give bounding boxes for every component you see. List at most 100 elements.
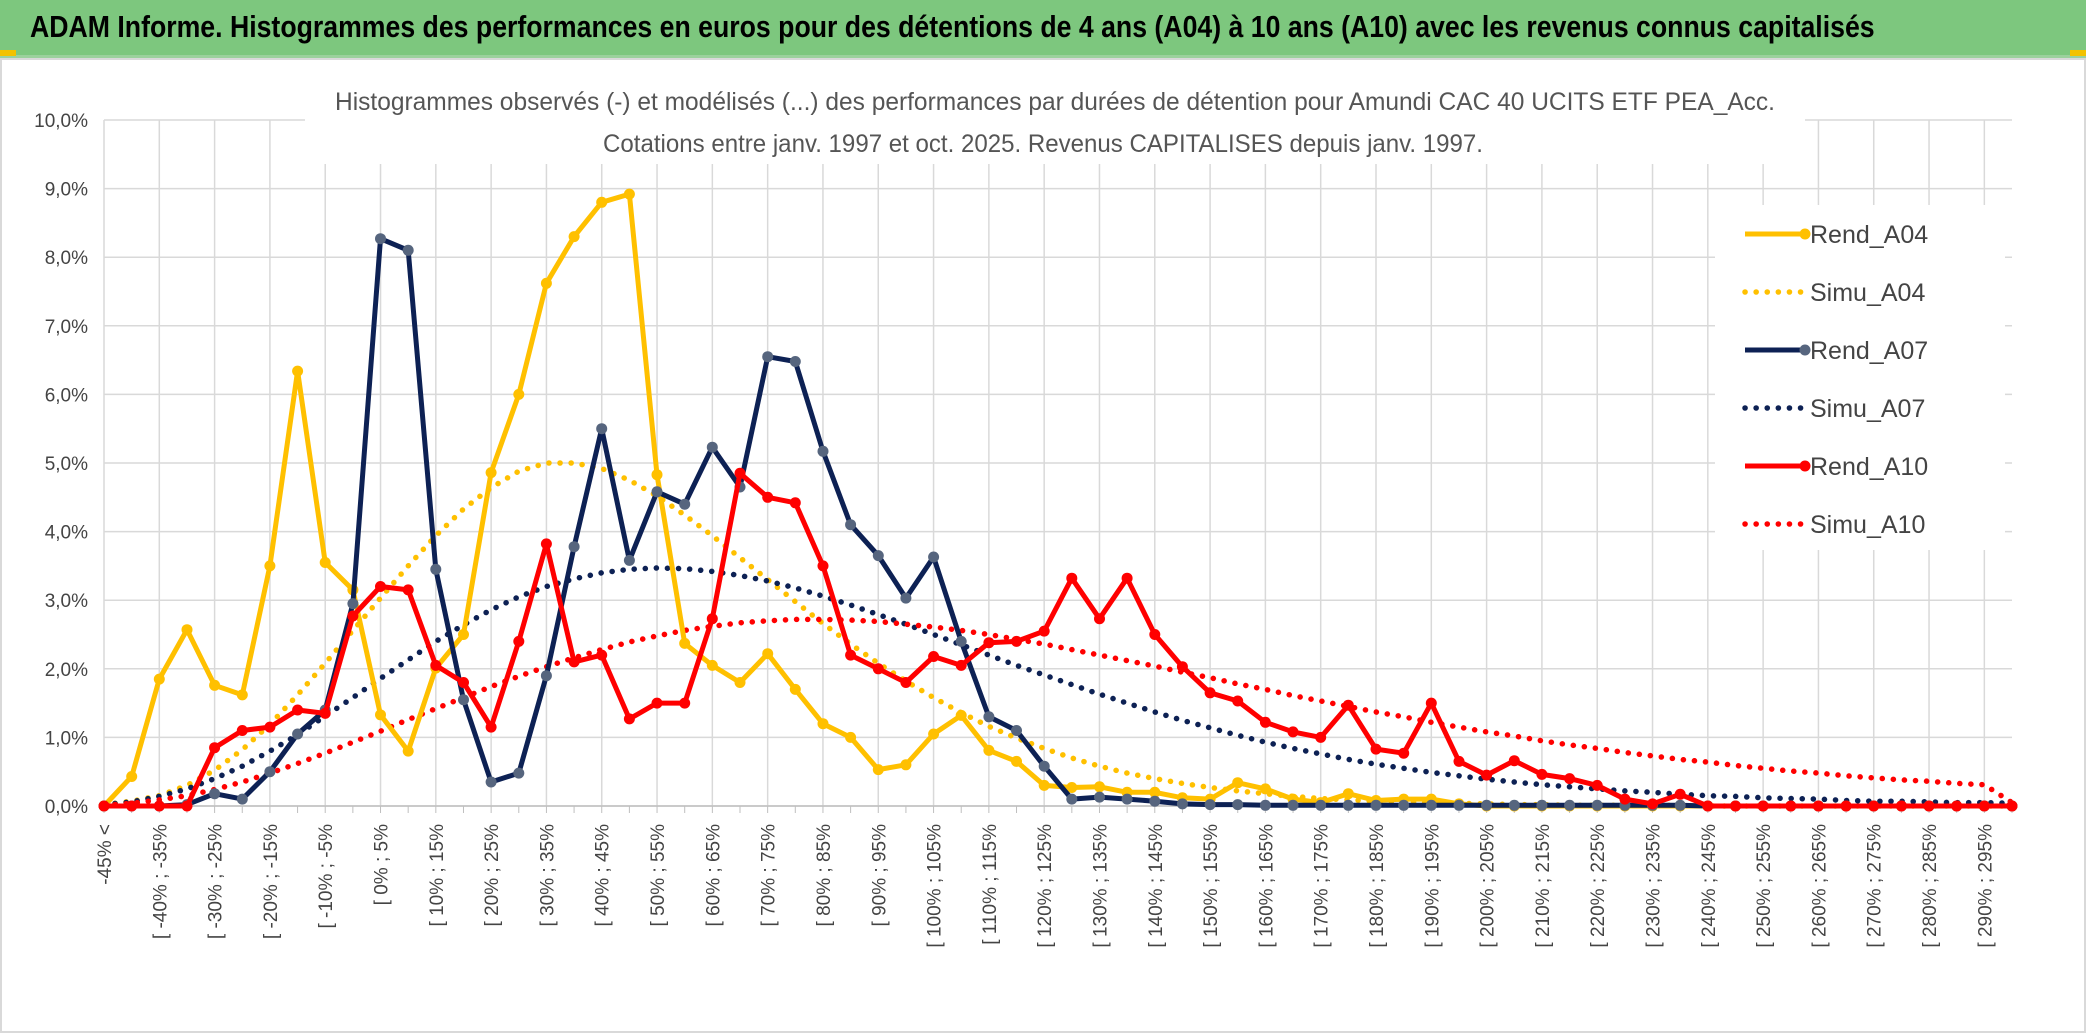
x-tick-label: [ 200% ; 205% xyxy=(1478,824,1499,948)
y-tick-label: 3,0% xyxy=(45,591,88,612)
x-tick-label: [ 240% ; 245% xyxy=(1699,824,1720,948)
data-point xyxy=(153,673,165,685)
chart-title: Histogrammes observés (-) et modélisés (… xyxy=(335,88,1775,116)
data-point xyxy=(1730,800,1741,812)
data-point xyxy=(1176,661,1188,673)
data-point xyxy=(679,637,691,649)
x-tick-label: [ 100% ; 105% xyxy=(925,824,946,948)
data-point xyxy=(983,637,995,649)
data-point xyxy=(900,592,912,604)
data-point xyxy=(1094,791,1105,803)
data-point xyxy=(402,745,414,757)
legend-marker xyxy=(1799,344,1811,356)
x-tick-label: [ 0% ; 5% xyxy=(372,824,393,905)
data-point xyxy=(181,624,193,636)
data-point xyxy=(458,694,469,706)
data-point xyxy=(955,659,967,671)
gridlines xyxy=(103,119,2013,813)
data-point xyxy=(706,659,718,671)
legend-label: Rend_A10 xyxy=(1810,453,1928,481)
data-point xyxy=(1094,781,1105,793)
legend-label: Simu_A04 xyxy=(1810,279,1925,307)
data-point xyxy=(209,742,221,754)
data-point xyxy=(1508,755,1520,767)
data-point xyxy=(1398,799,1410,811)
data-point xyxy=(319,557,331,568)
banner-corner-left xyxy=(0,50,16,56)
data-point xyxy=(375,709,386,721)
y-tick-label: 7,0% xyxy=(45,317,88,338)
legend-label: Rend_A07 xyxy=(1810,337,1928,365)
data-point xyxy=(236,793,248,805)
data-point xyxy=(292,704,304,716)
data-point xyxy=(264,766,276,778)
data-point xyxy=(1315,731,1327,743)
x-tick-label: [ -30% ; -25% xyxy=(206,824,227,939)
data-point xyxy=(540,277,552,289)
data-point xyxy=(402,244,414,256)
banner-title: ADAM Informe. Histogrammes des performan… xyxy=(30,9,1875,44)
series-Simu_A10 xyxy=(101,616,2015,809)
x-tick-label: [ 170% ; 175% xyxy=(1312,824,1333,948)
data-point xyxy=(1011,635,1022,647)
data-point xyxy=(402,584,414,596)
x-tick-label: [ 290% ; 295% xyxy=(1975,824,1996,948)
data-point xyxy=(513,767,525,779)
data-point xyxy=(789,356,801,367)
data-point xyxy=(209,788,221,800)
data-point xyxy=(1066,793,1078,805)
data-point xyxy=(1315,799,1327,811)
series-line-Rend_A10 xyxy=(104,470,2012,809)
data-point xyxy=(596,649,608,661)
x-tick-label: [ 210% ; 215% xyxy=(1533,824,1554,948)
data-point xyxy=(375,233,386,245)
x-axis-ticks: -45% < [ -40% ; -35% [ -30% ; -25% [ -20% ;… xyxy=(95,824,1996,948)
data-point xyxy=(430,659,442,671)
data-point xyxy=(1342,799,1354,811)
x-tick-label: [ 140% ; 145% xyxy=(1146,824,1167,948)
data-point xyxy=(983,744,995,756)
data-point xyxy=(1398,747,1410,759)
data-point xyxy=(1370,743,1382,755)
data-point xyxy=(1149,629,1161,640)
data-point xyxy=(292,365,304,377)
banner: ADAM Informe. Histogrammes des performan… xyxy=(0,0,2086,58)
x-tick-label: [ -10% ; -5% xyxy=(316,824,337,929)
legend-label: Simu_A07 xyxy=(1810,395,1925,423)
legend-item-Rend_A10: Rend_A10 xyxy=(1745,453,1928,481)
data-point xyxy=(596,423,608,435)
x-tick-label: [ 220% ; 225% xyxy=(1588,824,1609,948)
data-point xyxy=(1011,725,1022,736)
data-point xyxy=(458,629,469,640)
x-tick-label: [ 20% ; 25% xyxy=(482,824,503,927)
data-point xyxy=(1840,800,1852,812)
data-point xyxy=(98,800,110,812)
x-tick-label: [ 60% ; 65% xyxy=(703,824,724,927)
data-point xyxy=(1425,697,1437,709)
legend-label: Simu_A10 xyxy=(1810,511,1925,539)
data-point xyxy=(623,713,635,725)
data-point xyxy=(181,800,193,812)
data-point xyxy=(872,764,884,776)
data-point xyxy=(1923,800,1935,812)
data-point xyxy=(1149,786,1161,798)
data-point xyxy=(126,800,138,812)
data-point xyxy=(623,188,635,200)
data-point xyxy=(1951,800,1963,812)
data-point xyxy=(1066,572,1078,584)
data-point xyxy=(1591,799,1603,811)
series-line-Rend_A07 xyxy=(104,236,2012,809)
data-point xyxy=(126,771,138,782)
series-line-Simu_A07 xyxy=(101,565,2015,808)
data-point xyxy=(485,776,497,788)
data-point xyxy=(1149,795,1161,807)
data-point xyxy=(762,491,774,503)
data-point xyxy=(734,677,746,688)
data-point xyxy=(1619,793,1631,805)
series-Rend_A10 xyxy=(98,467,2018,812)
data-point xyxy=(1757,800,1769,812)
y-tick-label: 9,0% xyxy=(45,180,88,201)
legend-background xyxy=(1715,205,2005,550)
data-point xyxy=(319,707,331,719)
data-point xyxy=(845,649,857,661)
